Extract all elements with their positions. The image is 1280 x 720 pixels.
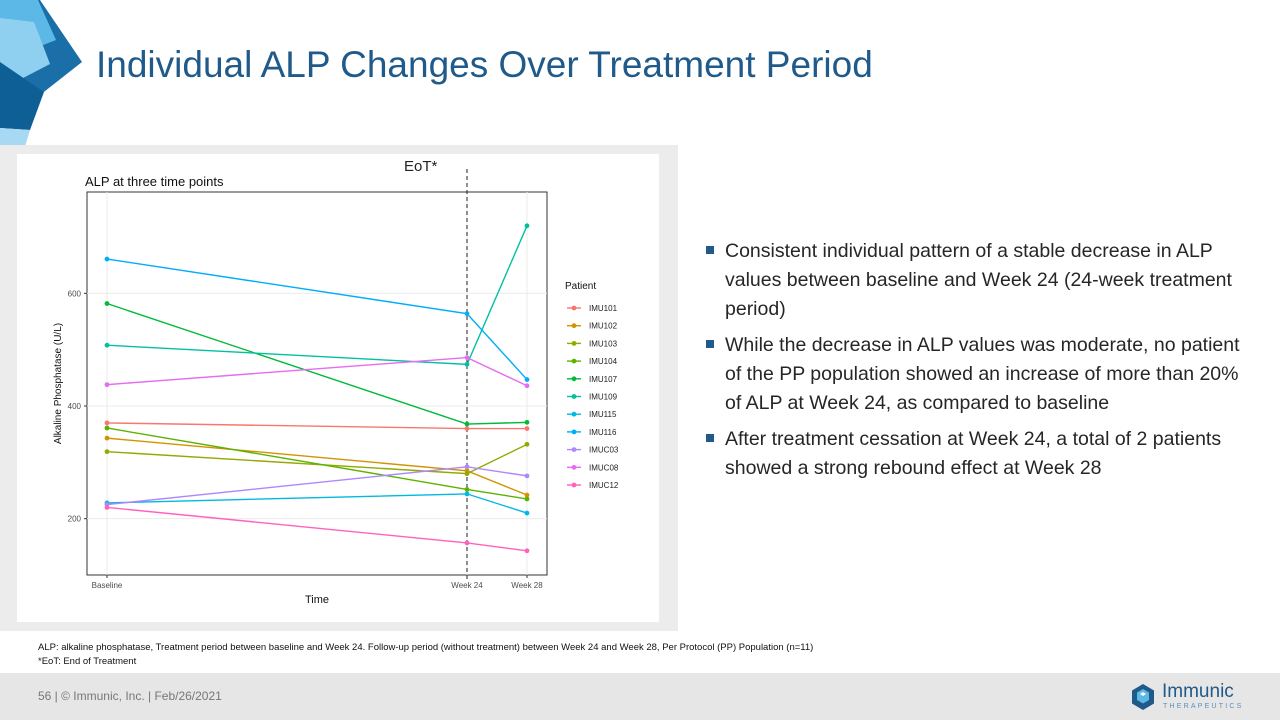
- point-imu104: [104, 425, 110, 431]
- point-imu109: [104, 342, 110, 348]
- footnote-line: ALP: alkaline phosphatase, Treatment per…: [38, 642, 814, 653]
- point-imu103: [524, 441, 530, 447]
- y-tick-label: 400: [68, 402, 82, 411]
- chart-background: [17, 154, 659, 622]
- plot-frame: [86, 191, 548, 576]
- legend-key-point: [571, 464, 577, 470]
- point-imu103: [464, 471, 470, 477]
- legend-title: Patient: [565, 281, 596, 292]
- point-imu102: [524, 492, 530, 498]
- point-imu101: [524, 426, 530, 431]
- legend-label: IMU102: [589, 322, 618, 331]
- legend-key-point: [571, 411, 577, 417]
- legend-label: IMU109: [589, 393, 618, 402]
- legend-label: IMU115: [589, 410, 617, 419]
- y-axis-title: Alkaline Phosphatase (U/L): [53, 323, 64, 444]
- footnote: ALP: alkaline phosphatase, Treatment per…: [38, 641, 813, 669]
- legend-label: IMUC03: [589, 446, 619, 455]
- point-imu116: [104, 256, 110, 262]
- chart-panel: 200 400 600 Baseline Week 24 Week 28 ALP at th…: [0, 145, 678, 631]
- point-imu102: [104, 435, 110, 441]
- eot-label: EoT*: [404, 158, 438, 175]
- square-bullet-icon: [706, 340, 714, 348]
- point-imu104: [524, 496, 530, 502]
- footnote-line: *EoT: End of Treatment: [38, 656, 137, 667]
- bullet-text: While the decrease in ALP values was mod…: [725, 334, 1240, 414]
- point-imu107: [464, 421, 470, 427]
- legend-label: IMU101: [589, 304, 618, 313]
- x-axis-title: Time: [305, 594, 329, 606]
- legend-label: IMU103: [589, 339, 618, 348]
- bullet-text: Consistent individual pattern of a stabl…: [725, 240, 1232, 320]
- legend-key-point: [571, 447, 577, 452]
- y-tick-label: 200: [68, 515, 82, 524]
- alp-line-chart: 200 400 600 Baseline Week 24 Week 28 ALP at th…: [17, 154, 659, 622]
- point-imuc12: [104, 505, 110, 510]
- legend-key-point: [571, 429, 577, 435]
- y-tick-label: 600: [68, 289, 82, 298]
- point-imuc03: [524, 473, 530, 479]
- point-imuc08: [464, 355, 470, 360]
- point-imu101: [464, 426, 470, 431]
- legend-key-point: [571, 323, 577, 329]
- point-imu104: [464, 486, 470, 492]
- bullet-text: After treatment cessation at Week 24, a …: [725, 428, 1222, 479]
- point-imu116: [464, 311, 470, 317]
- point-imu115: [464, 491, 470, 497]
- corner-decoration: [0, 0, 82, 150]
- legend-key-point: [571, 482, 577, 488]
- legend-key-point: [571, 376, 577, 382]
- square-bullet-icon: [706, 434, 714, 442]
- point-imu109: [464, 361, 470, 367]
- point-imu103: [104, 449, 110, 455]
- point-imuc08: [104, 382, 110, 388]
- point-imu107: [524, 419, 530, 425]
- point-imu109: [524, 223, 530, 229]
- slide-title: Individual ALP Changes Over Treatment Pe…: [96, 44, 873, 85]
- point-imu107: [104, 301, 110, 306]
- footer-bar: [0, 673, 1280, 720]
- legend-label: IMUC08: [589, 463, 619, 472]
- legend-key-point: [571, 358, 577, 364]
- legend-key-point: [571, 305, 577, 311]
- logo-tagline: THERAPEUTICS: [1163, 703, 1244, 710]
- immunic-logo: Immunic THERAPEUTICS: [1130, 681, 1250, 715]
- legend-key-point: [571, 394, 577, 399]
- logo-hexagon-icon: [1132, 684, 1154, 710]
- point-imu116: [524, 377, 530, 382]
- square-bullet-icon: [706, 246, 714, 254]
- x-tick-label: Week 24: [451, 581, 483, 590]
- bullet-list: Consistent individual pattern of a stabl…: [706, 237, 1246, 490]
- legend-label: IMU116: [589, 428, 617, 437]
- point-imuc08: [524, 383, 530, 389]
- point-imuc12: [524, 548, 530, 554]
- legend-key-point: [571, 341, 577, 346]
- point-imuc12: [464, 540, 470, 546]
- chart-title: ALP at three time points: [85, 174, 224, 189]
- logo-name: Immunic: [1162, 681, 1234, 702]
- bullet-item: After treatment cessation at Week 24, a …: [706, 425, 1246, 483]
- legend-label: IMU104: [589, 357, 618, 366]
- footer-text: 56 | © Immunic, Inc. | Feb/26/2021: [38, 689, 222, 703]
- x-tick-label: Week 28: [511, 581, 543, 590]
- legend-label: IMUC12: [589, 481, 619, 490]
- bullet-item: While the decrease in ALP values was mod…: [706, 331, 1246, 418]
- point-imu115: [524, 510, 530, 516]
- x-tick-label: Baseline: [92, 581, 123, 590]
- point-imu101: [104, 420, 110, 426]
- point-imuc03: [464, 464, 470, 470]
- bullet-item: Consistent individual pattern of a stabl…: [706, 237, 1246, 324]
- legend-label: IMU107: [589, 375, 618, 384]
